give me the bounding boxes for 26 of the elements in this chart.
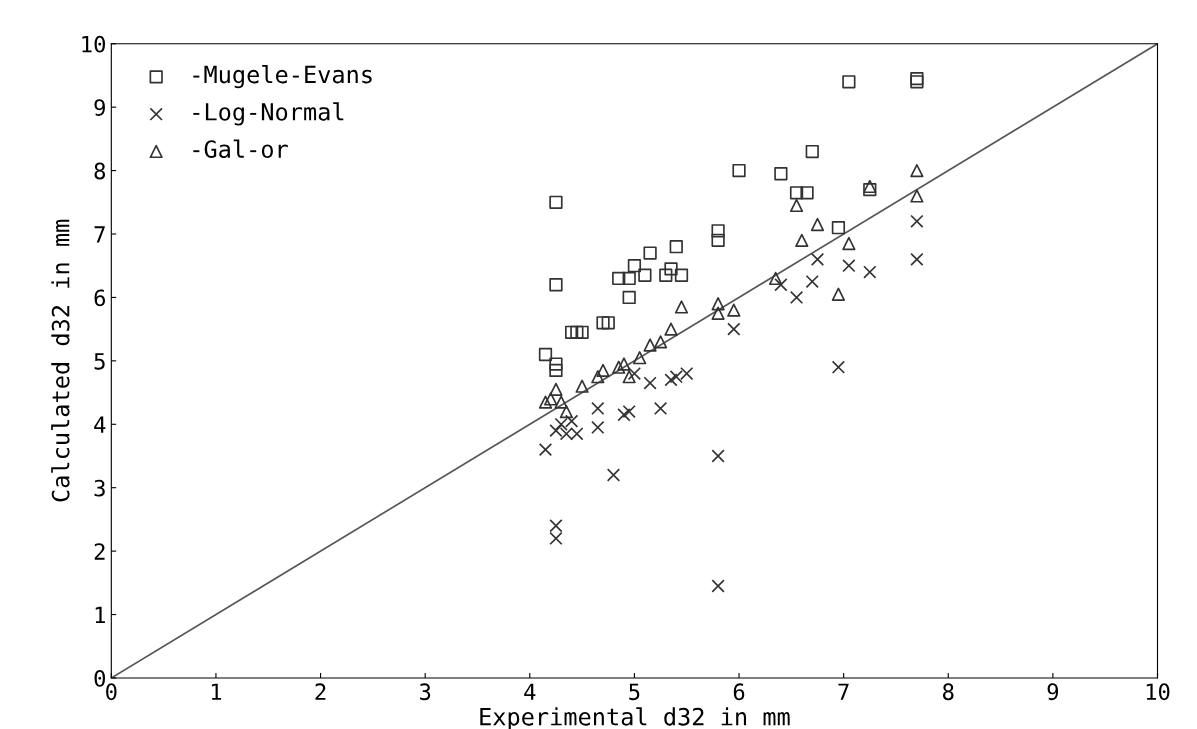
x-tick-label: 7 <box>838 683 849 700</box>
legend-label: -Log-Normal <box>193 102 344 126</box>
y-tick-label: 10 <box>82 35 106 53</box>
x-tick-label: 9 <box>1047 683 1059 701</box>
x-tick-label: 4 <box>524 683 536 700</box>
y-tick-label: 7 <box>94 226 105 243</box>
x-tick-label: 5 <box>629 683 640 701</box>
y-axis-title: Calculated d32 in mm <box>51 219 70 502</box>
y-tick-label: 0 <box>94 669 106 687</box>
x-tick-label: 3 <box>419 683 431 701</box>
y-tick-label: 3 <box>94 479 105 497</box>
y-tick-label: 8 <box>94 162 106 180</box>
legend-label: -Mugele-Evans <box>193 64 372 89</box>
x-tick-label: 2 <box>315 683 326 700</box>
legend-label: -Gal-or <box>193 139 288 158</box>
y-tick-label: 1 <box>95 606 105 624</box>
x-tick-label: 1 <box>211 683 222 700</box>
x-tick-label: 6 <box>733 683 745 701</box>
x-tick-label: 0 <box>106 683 117 701</box>
y-tick-label: 4 <box>94 416 106 433</box>
x-tick-label: 8 <box>942 683 954 701</box>
x-tick-label: 10 <box>1146 683 1170 701</box>
y-tick-label: 9 <box>94 99 105 116</box>
y-tick-label: 5 <box>94 353 105 370</box>
y-tick-label: 2 <box>94 543 105 560</box>
y-tick-label: 6 <box>94 289 106 307</box>
